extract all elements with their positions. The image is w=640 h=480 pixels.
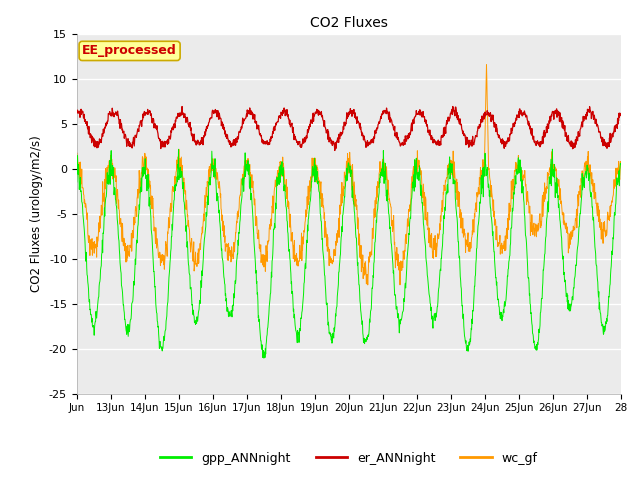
wc_gf (611, 185, 618, 191)
er_ANNnight (449, 104, 457, 109)
gpp_ANNnight (477, 175, 485, 180)
wc_gf (158, 258, 166, 264)
wc_gf (335, 230, 342, 236)
gpp_ANNnight (611, 210, 618, 216)
gpp_ANNnight (158, 344, 166, 350)
wc_gf (477, 172, 485, 178)
Title: CO2 Fluxes: CO2 Fluxes (310, 16, 388, 30)
gpp_ANNnight (73, 179, 81, 185)
gpp_ANNnight (324, 319, 332, 325)
er_ANNnight (617, 111, 625, 117)
er_ANNnight (331, 147, 339, 153)
wc_gf (617, 161, 625, 167)
Line: er_ANNnight: er_ANNnight (77, 107, 621, 150)
wc_gf (324, 247, 332, 252)
Y-axis label: CO2 Fluxes (urology/m2/s): CO2 Fluxes (urology/m2/s) (30, 135, 44, 292)
er_ANNnight (477, 119, 485, 125)
er_ANNnight (611, 124, 618, 130)
er_ANNnight (73, 109, 81, 115)
wc_gf (483, 62, 490, 68)
er_ANNnight (158, 144, 166, 149)
wc_gf (557, 198, 565, 204)
gpp_ANNnight (335, 269, 342, 275)
er_ANNnight (335, 140, 342, 145)
gpp_ANNnight (557, 233, 565, 239)
gpp_ANNnight (260, 355, 268, 361)
er_ANNnight (557, 120, 565, 125)
Legend: gpp_ANNnight, er_ANNnight, wc_gf: gpp_ANNnight, er_ANNnight, wc_gf (155, 447, 543, 469)
gpp_ANNnight (548, 146, 556, 152)
Line: gpp_ANNnight: gpp_ANNnight (77, 149, 621, 358)
Line: wc_gf: wc_gf (77, 65, 621, 285)
Text: EE_processed: EE_processed (82, 44, 177, 58)
wc_gf (364, 282, 372, 288)
gpp_ANNnight (617, 162, 625, 168)
wc_gf (73, 161, 81, 167)
er_ANNnight (324, 136, 332, 142)
